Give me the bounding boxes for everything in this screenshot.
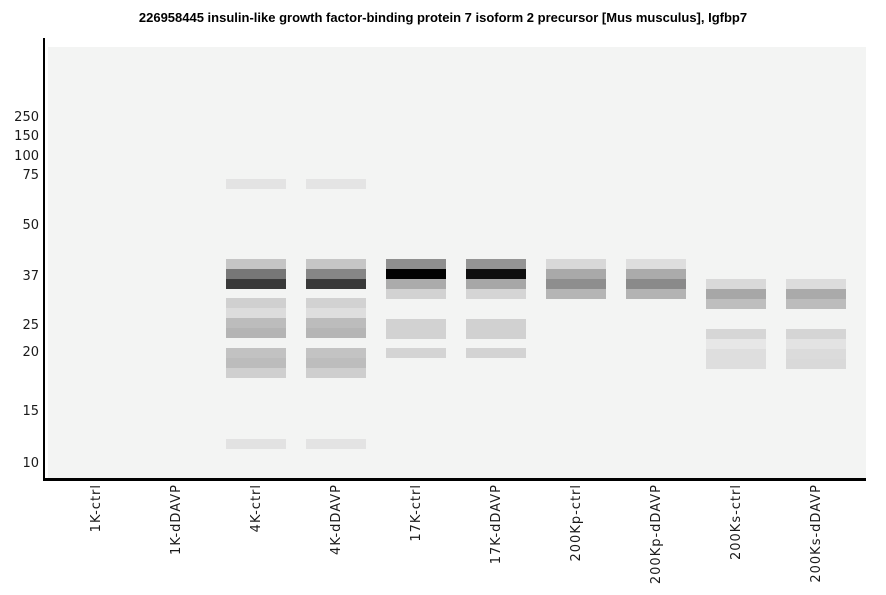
protein-band-stripe — [226, 328, 286, 338]
protein-band-stripe — [786, 329, 846, 339]
protein-band-stripe — [546, 289, 606, 299]
lane-label-text: 1K-ctrl — [88, 484, 104, 533]
protein-band-stripe — [226, 439, 286, 449]
protein-band-stripe — [546, 269, 606, 279]
lane-label-text: 4K-ctrl — [248, 484, 264, 533]
protein-band-stripe — [386, 259, 446, 269]
protein-band-stripe — [306, 298, 366, 308]
protein-band-stripe — [626, 289, 686, 299]
protein-band-stripe — [786, 279, 846, 289]
y-axis-line — [43, 38, 45, 481]
lane-label: 1K-dDAVP — [167, 484, 185, 594]
protein-band-stripe — [786, 349, 846, 359]
lane-label: 1K-ctrl — [87, 484, 105, 594]
protein-band-stripe — [306, 318, 366, 328]
protein-band-stripe — [226, 368, 286, 378]
lane-label: 4K-dDAVP — [327, 484, 345, 594]
lane-label: 200Kp-dDAVP — [647, 484, 665, 594]
lane-label: 200Ks-ctrl — [727, 484, 745, 594]
lane-label-text: 200Ks-ctrl — [728, 484, 744, 561]
lane-label-text: 17K-ctrl — [408, 484, 424, 542]
protein-band-stripe — [466, 319, 526, 339]
mw-marker-label: 50 — [22, 218, 39, 233]
protein-band-stripe — [306, 308, 366, 318]
lane-label-text: 200Ks-dDAVP — [808, 484, 824, 583]
protein-band-stripe — [706, 279, 766, 289]
protein-band-stripe — [706, 289, 766, 299]
mw-marker-label: 20 — [22, 345, 39, 360]
mw-marker-label: 100 — [14, 149, 39, 164]
protein-band-stripe — [306, 439, 366, 449]
protein-band-stripe — [626, 269, 686, 279]
protein-band-stripe — [306, 269, 366, 279]
protein-band-stripe — [306, 328, 366, 338]
protein-band-stripe — [386, 289, 446, 299]
protein-band-stripe — [306, 358, 366, 368]
protein-band-stripe — [226, 358, 286, 368]
lane-label-text: 200Kp-ctrl — [568, 484, 584, 562]
lane-label: 17K-dDAVP — [487, 484, 505, 594]
protein-band-stripe — [226, 308, 286, 318]
mw-marker-label: 25 — [22, 318, 39, 333]
protein-band-stripe — [786, 359, 846, 369]
protein-band-stripe — [546, 279, 606, 289]
protein-band-stripe — [226, 298, 286, 308]
gel-plot-area — [48, 47, 866, 478]
protein-band-stripe — [386, 319, 446, 339]
protein-band-stripe — [226, 179, 286, 189]
protein-band-stripe — [466, 279, 526, 289]
protein-band-stripe — [466, 259, 526, 269]
protein-band-stripe — [466, 289, 526, 299]
lane-label-text: 1K-dDAVP — [168, 484, 184, 555]
protein-band-stripe — [626, 259, 686, 269]
protein-band-stripe — [466, 269, 526, 279]
mw-marker-label: 250 — [14, 110, 39, 125]
protein-band-stripe — [306, 279, 366, 289]
protein-band-stripe — [386, 279, 446, 289]
protein-band-stripe — [386, 348, 446, 358]
lane-label: 17K-ctrl — [407, 484, 425, 594]
protein-band-stripe — [386, 269, 446, 279]
protein-band-stripe — [226, 279, 286, 289]
protein-band-stripe — [226, 259, 286, 269]
mw-marker-label: 15 — [22, 404, 39, 419]
protein-band-stripe — [306, 179, 366, 189]
mw-marker-label: 150 — [14, 129, 39, 144]
protein-band-stripe — [226, 318, 286, 328]
mw-marker-label: 10 — [22, 456, 39, 471]
protein-band-stripe — [706, 339, 766, 349]
protein-band-stripe — [706, 349, 766, 369]
lane-label-text: 17K-dDAVP — [488, 484, 504, 565]
lane-label-text: 4K-dDAVP — [328, 484, 344, 555]
lane-label: 200Ks-dDAVP — [807, 484, 825, 594]
protein-band-stripe — [786, 339, 846, 349]
protein-band-stripe — [466, 348, 526, 358]
lane-label: 4K-ctrl — [247, 484, 265, 594]
mw-marker-label: 75 — [22, 168, 39, 183]
protein-band-stripe — [786, 299, 846, 309]
protein-band-stripe — [306, 259, 366, 269]
figure-title: 226958445 insulin-like growth factor-bin… — [138, 10, 748, 25]
mw-marker-label: 37 — [22, 269, 39, 284]
lane-label: 200Kp-ctrl — [567, 484, 585, 594]
protein-band-stripe — [546, 259, 606, 269]
protein-band-stripe — [626, 279, 686, 289]
protein-band-stripe — [706, 299, 766, 309]
protein-band-stripe — [786, 289, 846, 299]
protein-band-stripe — [706, 329, 766, 339]
protein-band-stripe — [226, 348, 286, 358]
protein-band-stripe — [306, 348, 366, 358]
x-axis-line — [43, 478, 866, 481]
lane-label-text: 200Kp-dDAVP — [648, 484, 664, 585]
protein-band-stripe — [306, 368, 366, 378]
protein-band-stripe — [226, 269, 286, 279]
